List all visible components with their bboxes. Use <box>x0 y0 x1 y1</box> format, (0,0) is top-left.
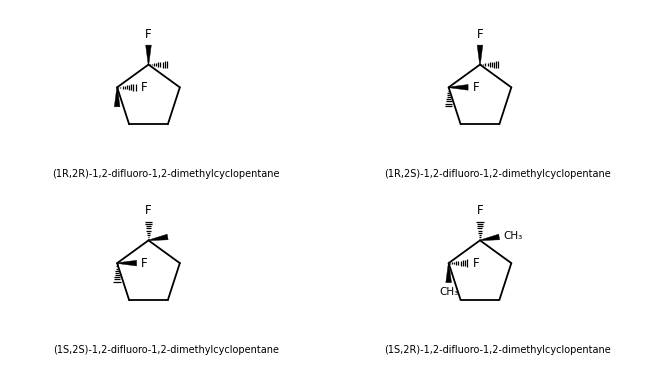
Text: F: F <box>477 203 483 217</box>
Polygon shape <box>149 234 168 241</box>
Polygon shape <box>114 88 120 107</box>
Text: CH₃: CH₃ <box>503 231 522 241</box>
Polygon shape <box>477 45 483 65</box>
Text: (1R,2R)-1,2-difluoro-1,2-dimethylcyclopentane: (1R,2R)-1,2-difluoro-1,2-dimethylcyclope… <box>52 169 280 180</box>
Text: F: F <box>473 81 479 94</box>
Polygon shape <box>446 263 452 283</box>
Text: (1S,2R)-1,2-difluoro-1,2-dimethylcyclopentane: (1S,2R)-1,2-difluoro-1,2-dimethylcyclope… <box>384 345 611 355</box>
Polygon shape <box>449 85 468 90</box>
Text: F: F <box>145 203 152 217</box>
Text: F: F <box>141 257 148 270</box>
Text: (1S,2S)-1,2-difluoro-1,2-dimethylcyclopentane: (1S,2S)-1,2-difluoro-1,2-dimethylcyclope… <box>53 345 278 355</box>
Polygon shape <box>117 260 137 266</box>
Text: CH₃: CH₃ <box>439 287 458 297</box>
Polygon shape <box>480 234 500 241</box>
Text: F: F <box>477 28 483 41</box>
Text: F: F <box>145 28 152 41</box>
Text: F: F <box>141 81 148 94</box>
Text: F: F <box>473 257 479 270</box>
Polygon shape <box>146 45 151 65</box>
Text: (1R,2S)-1,2-difluoro-1,2-dimethylcyclopentane: (1R,2S)-1,2-difluoro-1,2-dimethylcyclope… <box>384 169 611 180</box>
